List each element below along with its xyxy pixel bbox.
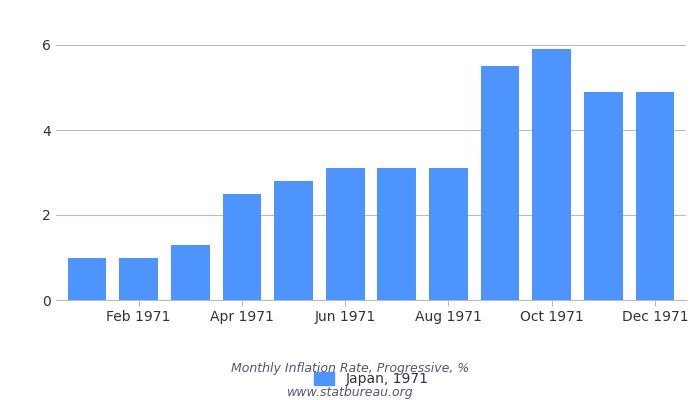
Legend: Japan, 1971: Japan, 1971 [308,367,434,392]
Text: www.statbureau.org: www.statbureau.org [287,386,413,399]
Bar [274,181,313,300]
Bar [584,92,623,300]
Bar [636,92,674,300]
Bar [171,245,209,300]
Bar [429,168,468,300]
Text: Monthly Inflation Rate, Progressive, %: Monthly Inflation Rate, Progressive, % [231,362,469,375]
Bar [223,194,261,300]
Bar [119,258,158,300]
Bar [533,49,571,300]
Bar [326,168,365,300]
Bar [68,258,106,300]
Bar [481,66,519,300]
Bar [377,168,416,300]
